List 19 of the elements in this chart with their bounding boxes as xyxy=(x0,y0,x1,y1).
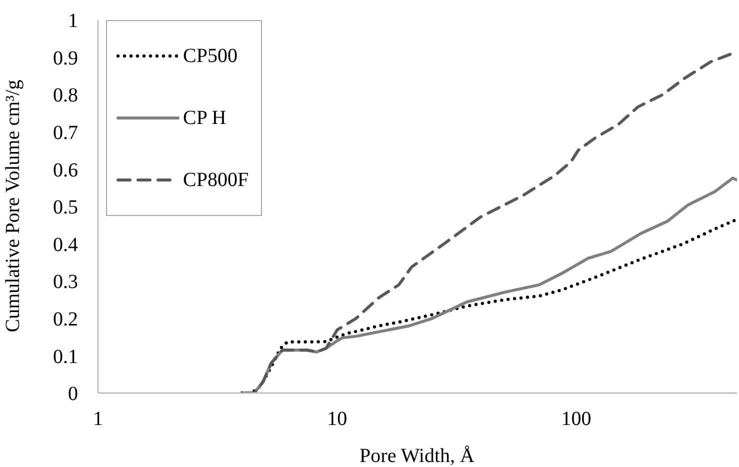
y-tick-label: 0.6 xyxy=(53,159,78,182)
y-tick-label: 0.1 xyxy=(53,346,78,368)
y-tick-label: 0.2 xyxy=(53,308,78,330)
x-tick-label: 10 xyxy=(327,408,348,430)
y-tick-label: 0 xyxy=(68,383,78,406)
legend-label: CP800F xyxy=(183,168,249,192)
x-tick-label: 100 xyxy=(561,408,592,430)
y-axis-title: Cumulative Pore Volume cm³/g xyxy=(2,80,24,332)
y-tick-label: 0.3 xyxy=(53,271,78,294)
y-tick-label: 0.9 xyxy=(53,47,78,70)
y-tick-label: 0.5 xyxy=(53,196,78,219)
y-tick-label: 0.7 xyxy=(53,122,78,144)
legend-label: CP500 xyxy=(183,44,238,68)
y-tick-label: 0.8 xyxy=(53,84,78,107)
legend-label: CP H xyxy=(183,106,226,130)
x-axis-title: Pore Width, Å xyxy=(360,445,476,467)
y-tick-label: 0.4 xyxy=(53,234,78,256)
x-tick-label: 1 xyxy=(93,408,103,430)
y-tick-label: 1 xyxy=(68,10,78,32)
